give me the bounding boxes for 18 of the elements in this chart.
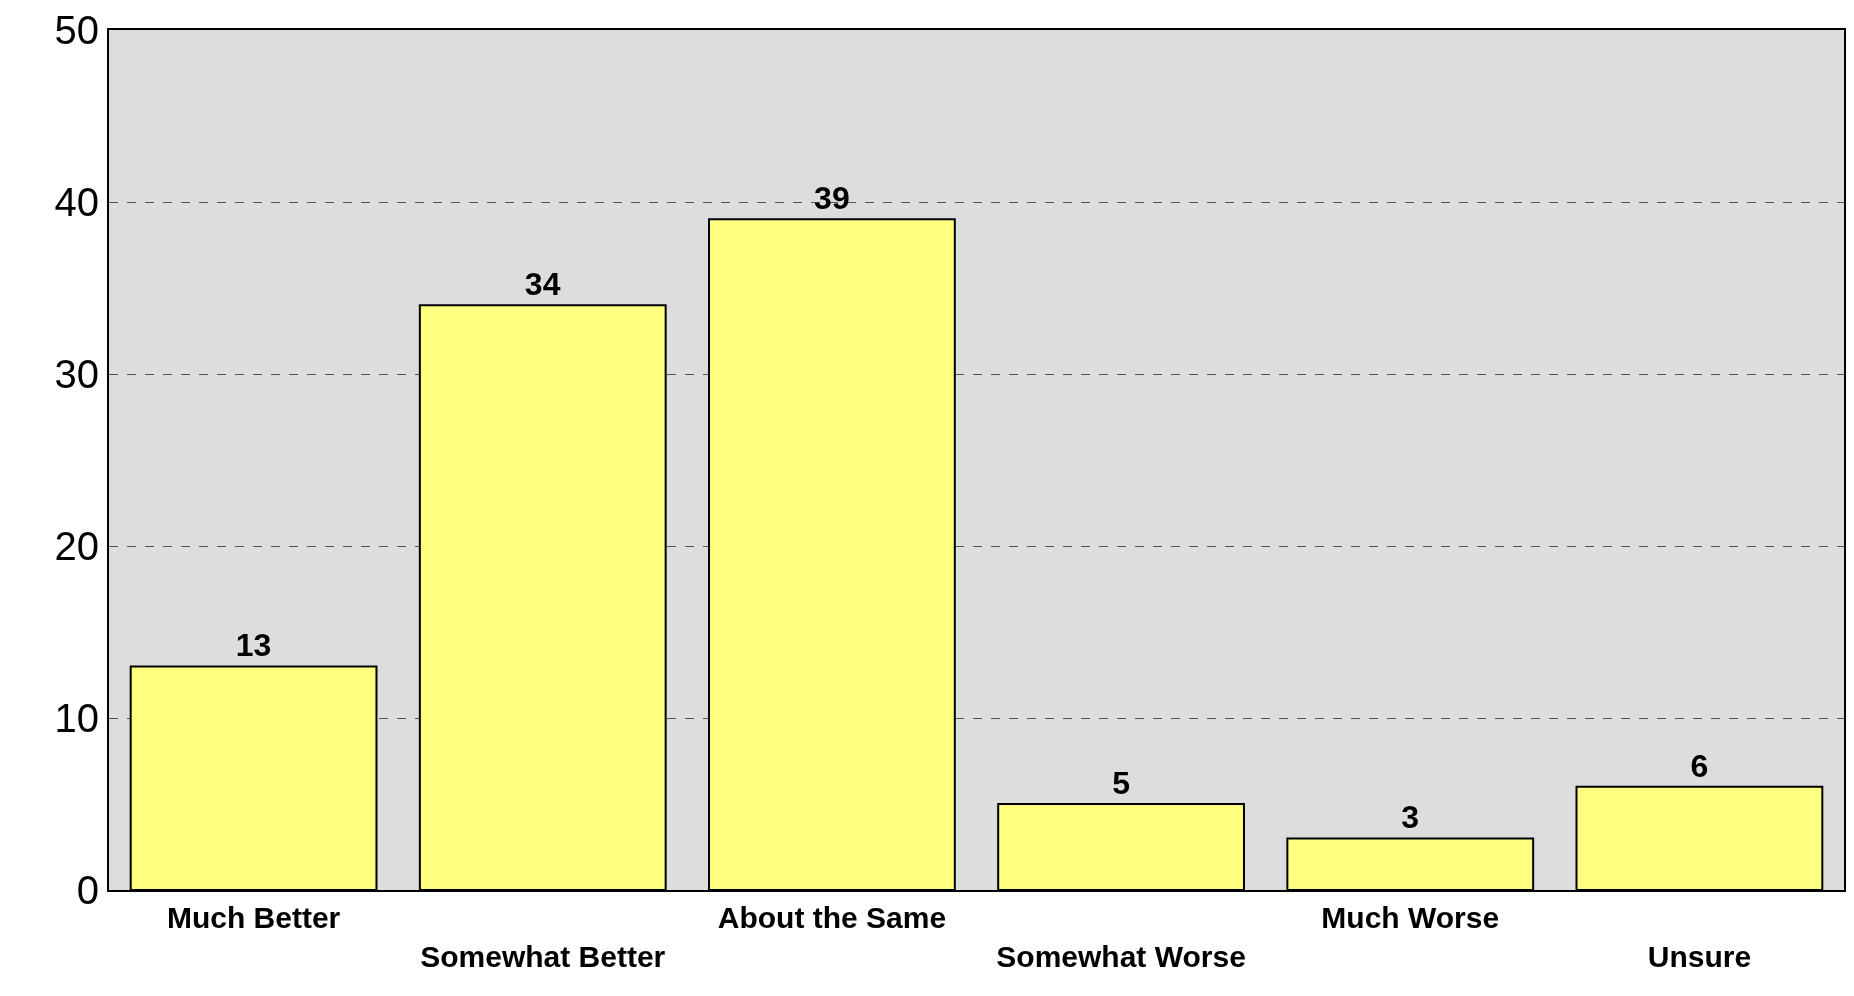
- y-tick-label: 50: [54, 8, 99, 52]
- y-tick-label: 0: [76, 868, 99, 912]
- x-tick-label: Unsure: [1647, 940, 1752, 973]
- x-tick-label: Somewhat Worse: [996, 940, 1246, 973]
- x-tick-label: Somewhat Better: [420, 940, 666, 973]
- data-label: 13: [235, 627, 272, 664]
- data-label: 34: [524, 266, 561, 303]
- x-tick-label: About the Same: [717, 901, 947, 934]
- y-tick-label: 40: [54, 180, 99, 224]
- y-tick-label: 20: [54, 524, 99, 568]
- x-tick-label: Much Better: [166, 901, 341, 934]
- data-label: 5: [1112, 765, 1130, 801]
- data-label: 6: [1690, 747, 1709, 784]
- y-tick-label: 30: [54, 352, 99, 396]
- x-tick-label: Much Worse: [1321, 901, 1500, 934]
- y-tick-label: 10: [54, 696, 99, 740]
- data-label: 39: [814, 180, 850, 217]
- data-label: 3: [1401, 799, 1420, 836]
